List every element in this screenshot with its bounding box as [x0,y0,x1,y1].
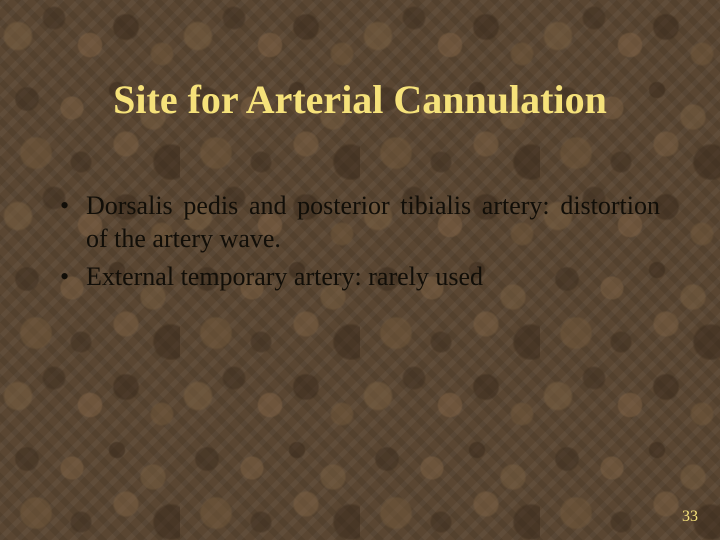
bullet-text: External temporary artery: rarely used [86,261,660,294]
page-number: 33 [682,508,698,526]
bullet-icon: • [60,190,86,223]
list-item: • Dorsalis pedis and posterior tibialis … [60,190,660,255]
bullet-text: Dorsalis pedis and posterior tibialis ar… [86,190,660,255]
list-item: • External temporary artery: rarely used [60,261,660,294]
slide-title: Site for Arterial Cannulation [0,78,720,122]
bullet-icon: • [60,261,86,294]
slide: Site for Arterial Cannulation • Dorsalis… [0,0,720,540]
bullet-list: • Dorsalis pedis and posterior tibialis … [60,190,660,300]
